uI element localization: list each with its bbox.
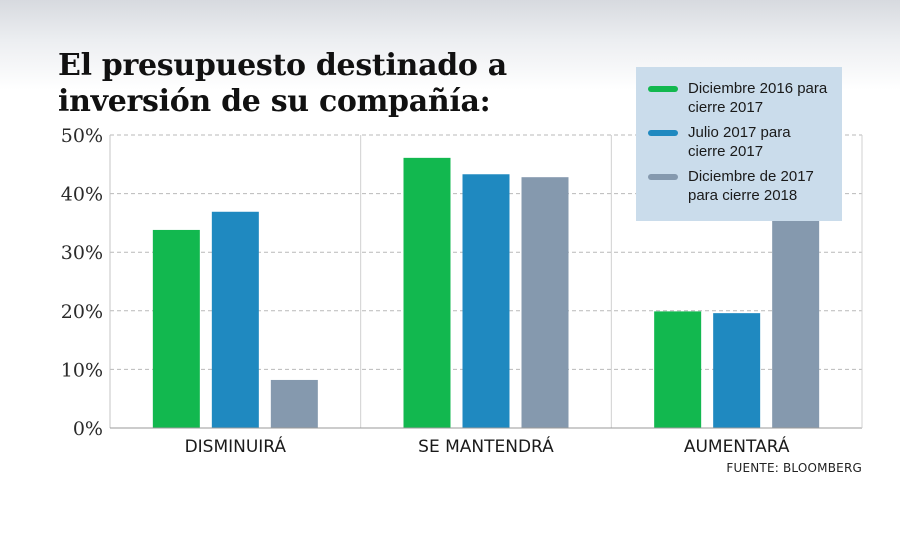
bar-1 bbox=[152, 229, 200, 428]
x-category-label: SE MANTENDRÁ bbox=[418, 435, 554, 457]
y-tick-label: 40% bbox=[61, 184, 103, 206]
axes bbox=[109, 135, 863, 429]
legend-label-series-2: Julio 2017 para cierre 2017 bbox=[688, 124, 791, 160]
y-tick-label: 50% bbox=[61, 125, 103, 147]
legend-item-series-2: Julio 2017 para cierre 2017 bbox=[648, 123, 832, 161]
legend-swatch-series-1 bbox=[648, 86, 678, 92]
y-tick-label: 0% bbox=[73, 418, 103, 440]
y-axis-ticks: 0% 10% 20% 30% 40% 50% bbox=[61, 125, 103, 440]
legend-swatch-series-2 bbox=[648, 130, 678, 136]
x-axis-labels: DISMINUIRÁ SE MANTENDRÁ AUMENTARÁ bbox=[185, 435, 790, 457]
bar-1 bbox=[654, 311, 702, 428]
y-tick-label: 10% bbox=[61, 359, 103, 381]
legend-label-series-1: Diciembre 2016 para cierre 2017 bbox=[688, 80, 828, 116]
category-separators bbox=[360, 135, 612, 428]
legend-label-series-3: Diciembre de 2017 para cierre 2018 bbox=[688, 168, 814, 204]
x-category-label: DISMINUIRÁ bbox=[185, 435, 287, 457]
legend: Diciembre 2016 para cierre 2017 Julio 20… bbox=[636, 67, 842, 221]
source-note: FUENTE: BLOOMBERG bbox=[726, 461, 862, 475]
y-tick-label: 30% bbox=[61, 242, 103, 264]
legend-item-series-3: Diciembre de 2017 para cierre 2018 bbox=[648, 167, 832, 205]
y-tick-label: 20% bbox=[61, 301, 103, 323]
legend-swatch-series-3 bbox=[648, 174, 678, 180]
bar-2 bbox=[713, 313, 761, 428]
bar-1 bbox=[403, 157, 451, 428]
bar-2 bbox=[211, 211, 259, 428]
legend-item-series-1: Diciembre 2016 para cierre 2017 bbox=[648, 79, 832, 117]
bar-3 bbox=[270, 379, 318, 428]
chart-title: El presupuesto destinado a inversión de … bbox=[58, 48, 507, 119]
bar-2 bbox=[462, 174, 510, 428]
x-category-label: AUMENTARÁ bbox=[684, 435, 790, 457]
bar-3 bbox=[521, 177, 569, 428]
